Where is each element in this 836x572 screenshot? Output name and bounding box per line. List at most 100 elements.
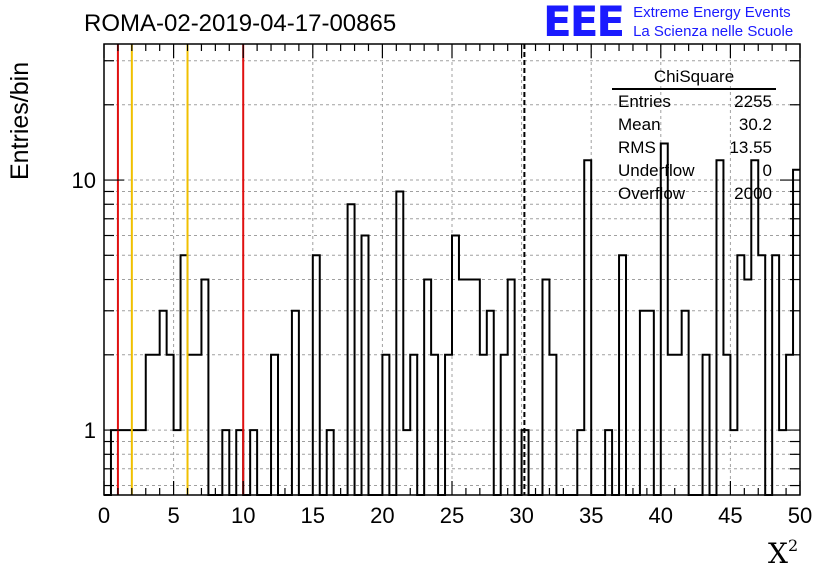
logo-line-1: Extreme Energy Events: [633, 4, 791, 21]
histogram-bar: [668, 355, 675, 495]
axis-ticks: 0 5 10 15 20 25 30 35 40 45 50 1 10: [72, 44, 812, 528]
logo-mark: EEE: [543, 0, 625, 46]
histogram-bar: [730, 430, 737, 495]
histogram-bar: [313, 255, 320, 495]
x-axis-label-superscript: 2: [787, 536, 799, 555]
stats-value: 30.2: [738, 115, 772, 134]
histogram-bar: [445, 355, 452, 495]
marker-lines: [116, 44, 526, 495]
histogram-bar: [201, 280, 208, 495]
logo-text: Extreme Energy Events La Scienza nelle S…: [633, 3, 793, 41]
histogram-bar: [160, 311, 167, 495]
stats-label: Overflow: [618, 184, 686, 203]
x-tick-label: 15: [301, 503, 325, 528]
histogram-bar: [480, 355, 487, 495]
x-tick-label: 45: [718, 503, 742, 528]
stats-value: 2000: [734, 184, 772, 203]
y-tick-label: 10: [72, 168, 96, 193]
histogram-bar: [132, 430, 139, 495]
stats-label: RMS: [618, 138, 656, 157]
histogram-bar: [737, 255, 744, 495]
histogram-bar: [716, 160, 723, 495]
histogram-bar: [508, 280, 515, 495]
stats-value: 13.55: [729, 138, 772, 157]
histogram-bar: [153, 355, 160, 495]
stats-label: Mean: [618, 115, 661, 134]
histogram-bar: [786, 355, 793, 495]
histogram-bar: [424, 280, 431, 495]
x-tick-label: 25: [440, 503, 464, 528]
x-tick-label: 40: [649, 503, 673, 528]
histogram-bar: [348, 204, 355, 495]
histogram-bar: [703, 355, 710, 495]
histogram-bar: [250, 430, 257, 495]
histogram-bar: [779, 430, 786, 495]
histogram-bar: [410, 355, 417, 495]
histogram-bar: [431, 355, 438, 495]
histogram-bar: [473, 280, 480, 495]
histogram-bar: [751, 160, 758, 495]
histogram-bar: [744, 280, 751, 495]
histogram-bar: [452, 236, 459, 495]
logo-line-2: La Scienza nelle Scuole: [633, 23, 794, 40]
histogram-bar: [167, 355, 174, 495]
histogram-bar: [772, 255, 779, 495]
x-tick-label: 35: [579, 503, 603, 528]
histogram-bar: [327, 430, 334, 495]
histogram-bar: [675, 355, 682, 495]
x-axis-label-base: X: [768, 537, 788, 570]
y-tick-label: 1: [84, 418, 96, 443]
histogram-bar: [577, 430, 584, 495]
stats-label: Underflow: [618, 161, 695, 180]
histogram-bar: [542, 280, 549, 495]
histogram-bar: [181, 255, 188, 495]
stats-row-underflow: Underflow 0: [612, 159, 776, 182]
histogram-bar: [723, 355, 730, 495]
histogram-bar: [619, 255, 626, 495]
histogram-bar: [501, 355, 508, 495]
stats-value: 0: [762, 161, 772, 180]
x-axis-label: X2: [768, 536, 798, 570]
histogram-bar: [758, 255, 765, 495]
histogram-bar: [222, 430, 229, 495]
stats-value: 2255: [734, 92, 772, 111]
histogram-bar: [682, 311, 689, 495]
histogram-bar: [605, 430, 612, 495]
histogram-bar: [271, 355, 278, 495]
histogram-bar: [362, 236, 369, 495]
histogram-bar: [174, 430, 181, 495]
histogram-bar: [584, 160, 591, 495]
stats-row-entries: Entries 2255: [612, 90, 776, 113]
stats-row-rms: RMS 13.55: [612, 136, 776, 159]
histogram-bar: [459, 280, 466, 495]
histogram-bar: [236, 430, 243, 495]
x-tick-label: 20: [370, 503, 394, 528]
histogram-bar: [396, 191, 403, 495]
histogram-bar: [139, 430, 146, 495]
x-tick-label: 30: [509, 503, 533, 528]
histogram-bar: [549, 355, 556, 495]
histogram-bar: [188, 355, 195, 495]
histogram-bar: [292, 311, 299, 495]
histogram-bar: [146, 355, 153, 495]
histogram-bar: [125, 430, 132, 495]
x-tick-label: 0: [98, 503, 110, 528]
histogram-bar: [647, 311, 654, 495]
histogram-bar: [640, 311, 647, 495]
eee-logo: EEE Extreme Energy Events La Scienza nel…: [543, 0, 793, 46]
stats-label: Entries: [618, 92, 671, 111]
x-tick-label: 5: [167, 503, 179, 528]
histogram-bar: [382, 355, 389, 495]
run-title: ROMA-02-2019-04-17-00865: [84, 10, 397, 37]
stats-box: ChiSquare Entries 2255 Mean 30.2 RMS 13.…: [612, 66, 776, 205]
stats-row-overflow: Overflow 2000: [612, 182, 776, 205]
x-tick-label: 50: [788, 503, 812, 528]
stats-title: ChiSquare: [612, 66, 776, 90]
y-axis-label: Entries/bin: [6, 61, 34, 180]
histogram-bar: [194, 355, 201, 495]
histogram-bar: [118, 430, 125, 495]
stats-row-mean: Mean 30.2: [612, 113, 776, 136]
histogram-bar: [487, 311, 494, 495]
histogram-bar: [466, 280, 473, 495]
